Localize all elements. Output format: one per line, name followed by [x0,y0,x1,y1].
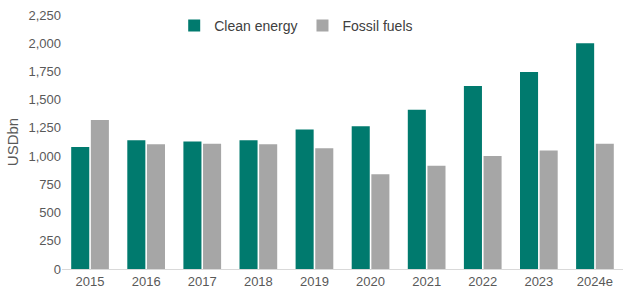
svg-text:750: 750 [39,177,61,192]
svg-text:2024e: 2024e [577,274,613,289]
svg-text:2019: 2019 [300,274,329,289]
svg-text:250: 250 [39,233,61,248]
svg-text:0: 0 [54,262,61,277]
svg-text:1,750: 1,750 [28,64,61,79]
svg-text:2018: 2018 [244,274,273,289]
svg-text:2017: 2017 [188,274,217,289]
svg-text:2023: 2023 [524,274,553,289]
svg-text:1,000: 1,000 [28,149,61,164]
svg-text:2,250: 2,250 [28,8,61,23]
svg-text:1,250: 1,250 [28,120,61,135]
svg-text:2016: 2016 [132,274,161,289]
svg-text:500: 500 [39,205,61,220]
svg-text:1,500: 1,500 [28,92,61,107]
svg-text:Clean energy: Clean energy [214,18,297,34]
svg-text:2020: 2020 [356,274,385,289]
svg-text:2,000: 2,000 [28,36,61,51]
svg-text:2022: 2022 [468,274,497,289]
svg-text:2021: 2021 [412,274,441,289]
svg-text:Fossil fuels: Fossil fuels [342,18,412,34]
svg-text:2015: 2015 [76,274,105,289]
svg-text:USDbn: USDbn [4,118,21,166]
